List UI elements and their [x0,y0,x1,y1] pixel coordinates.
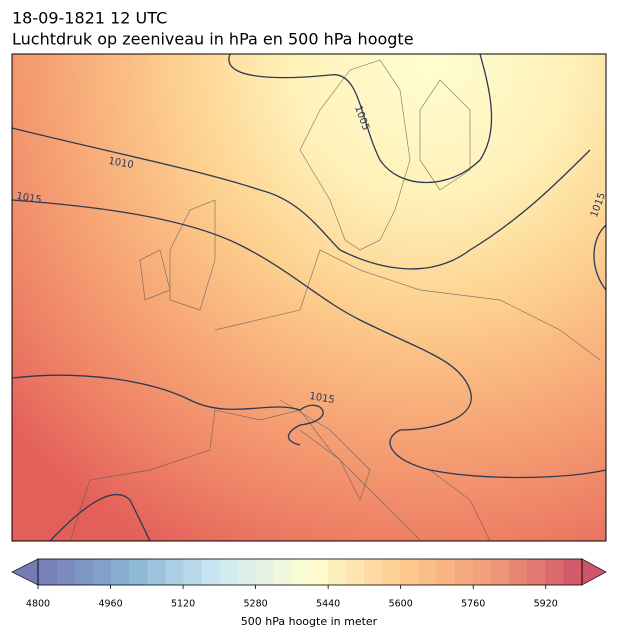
colorbar-band [545,559,565,585]
colorbar-band [74,559,93,585]
colorbar-extend-low [11,558,39,586]
colorbar-band [273,559,293,585]
colorbar-band [219,559,238,585]
colorbar-tick-label: 4800 [26,599,50,610]
title: 18-09-1821 12 UTC [12,9,167,28]
colorbar-tick-label: 5280 [244,599,268,610]
isobars [12,54,606,541]
colorbar-band [509,559,529,585]
colorbar-band [128,559,148,585]
colorbar-band [491,559,510,585]
contour-label: 1015 [15,191,42,206]
colorbar-band [346,559,365,585]
colorbar-band [400,559,420,585]
colorbar-label: 500 hPa hoogte in meter [241,615,378,628]
colorbar-band [255,559,275,585]
coastlines [69,59,601,541]
colorbar-band [146,559,166,585]
map-frame [11,53,607,542]
colorbar-tick-label: 5120 [171,599,195,610]
subtitle: Luchtdruk op zeeniveau in hPa en 500 hPa… [12,30,414,49]
colorbar-frame [37,558,583,586]
colorbar-band [527,559,547,585]
colorbar-tick-label: 5920 [534,599,558,610]
colorbar-tick-label: 5760 [461,599,485,610]
colorbar-band [455,559,474,585]
colorbar: 4800 4960 5120 5280 5440 5600 5760 5920 [11,558,607,610]
colorbar-tick-label: 5600 [389,599,413,610]
colorbar-band [110,559,130,585]
colorbar-band [291,559,311,585]
colorbar-band [382,559,402,585]
colorbar-band [418,559,438,585]
colorbar-band [38,559,57,585]
contour-label: 1015 [308,391,335,406]
colorbar-band [364,559,384,585]
colorbar-band [92,559,112,585]
colorbar-band [183,559,202,585]
contour-label: 1010 [107,156,134,171]
colorbar-band [56,559,75,585]
colorbar-band [563,559,583,585]
colorbar-extend-high [581,558,607,586]
colorbar-band [237,559,257,585]
colorbar-band [310,559,329,585]
colorbar-band [328,559,347,585]
colorbar-band [201,559,220,585]
colorbar-tick-label: 4960 [98,599,122,610]
colorbar-band [164,559,184,585]
colorbar-band [473,559,492,585]
colorbar-tick-label: 5440 [316,599,340,610]
height-field [12,54,606,541]
colorbar-band [436,559,456,585]
